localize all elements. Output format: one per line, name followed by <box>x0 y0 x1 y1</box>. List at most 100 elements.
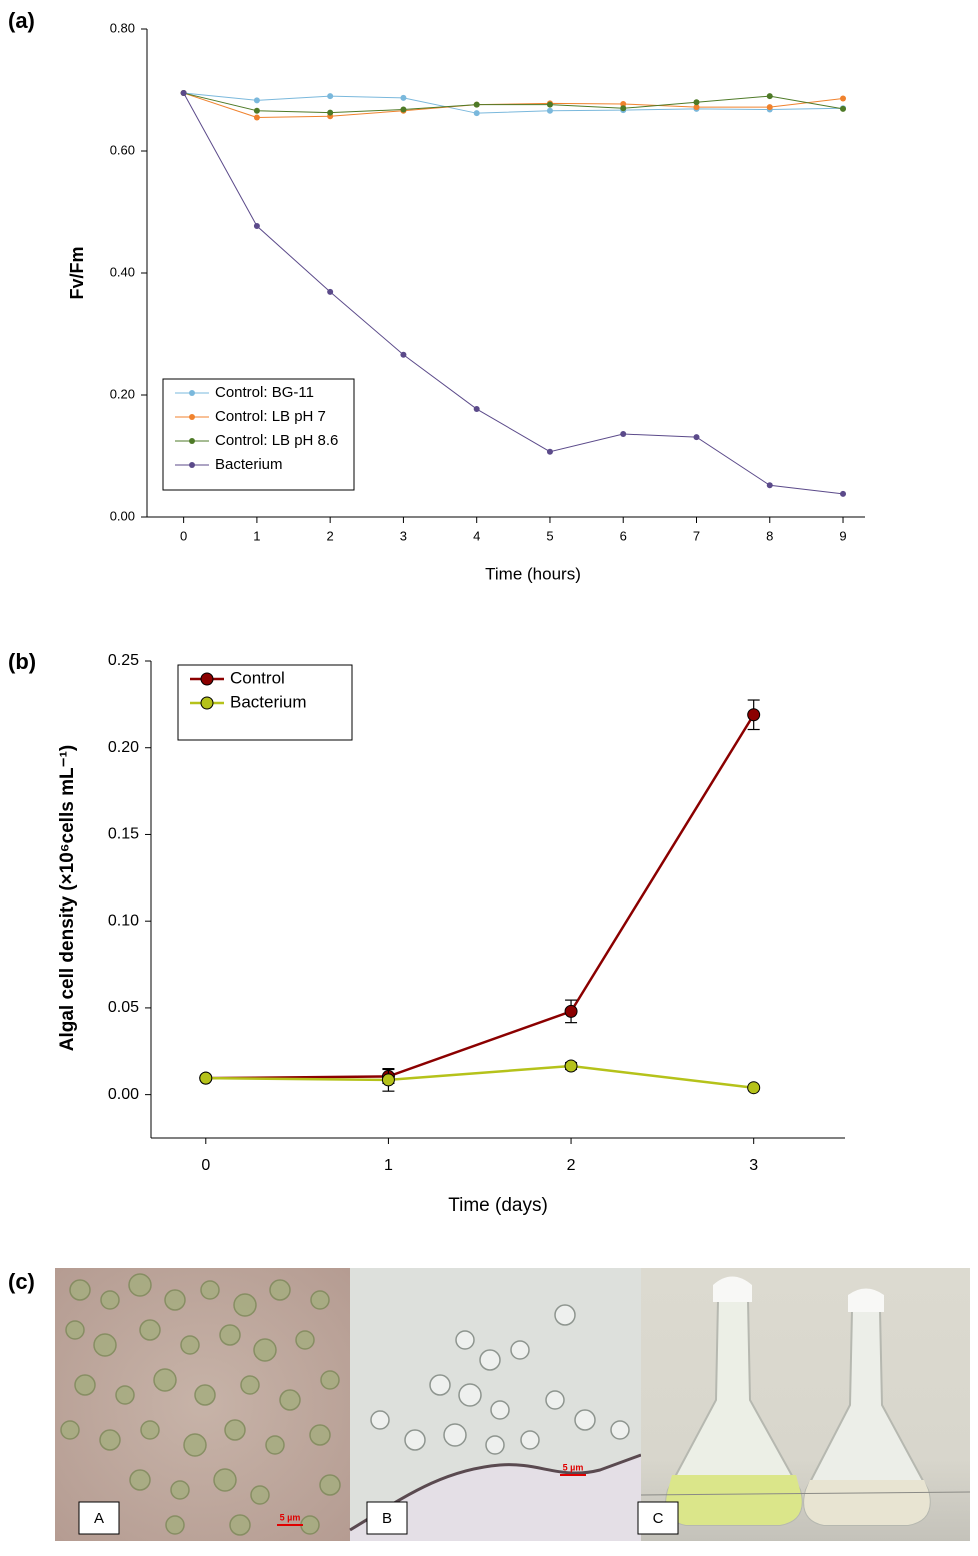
point <box>840 95 847 102</box>
point <box>766 104 773 111</box>
legend-label: Control: LB pH 8.6 <box>215 432 338 449</box>
series-line <box>183 92 844 114</box>
bench-edge <box>640 1491 971 1496</box>
point <box>620 431 627 438</box>
y-tick-label: 0.40 <box>110 264 135 279</box>
point <box>180 90 187 97</box>
x-tick-label: 5 <box>546 528 553 543</box>
cap-2 <box>848 1288 884 1312</box>
point <box>327 288 334 295</box>
y-tick-label: 0.10 <box>108 912 139 929</box>
cap-1 <box>713 1276 752 1302</box>
legend-label: Control: BG-11 <box>215 384 314 401</box>
y-tick-label: 0.20 <box>108 739 139 756</box>
point <box>747 708 761 722</box>
point <box>473 110 480 117</box>
legend-marker <box>189 438 195 444</box>
x-tick-label: 1 <box>384 1157 393 1174</box>
legend-label: Control <box>230 668 285 687</box>
label-box-a <box>78 1501 120 1535</box>
series-line <box>183 92 844 114</box>
point <box>546 107 553 114</box>
cells-a <box>60 1273 341 1536</box>
y-tick-label: 0.05 <box>108 999 139 1016</box>
culture-2 <box>804 1480 930 1525</box>
x-tick-label: 0 <box>180 528 187 543</box>
series-line <box>183 92 844 495</box>
point <box>620 101 627 108</box>
point <box>327 93 334 100</box>
culture-1 <box>666 1475 802 1525</box>
label-box-b <box>366 1501 408 1535</box>
point <box>546 448 553 455</box>
image-label: C <box>653 1510 664 1527</box>
point <box>253 114 260 121</box>
y-tick-label: 0.15 <box>108 826 139 843</box>
legend-label: Bacterium <box>230 692 307 711</box>
image-label: A <box>94 1510 104 1527</box>
series-line <box>205 1064 754 1089</box>
x-tick-label: 6 <box>620 528 627 543</box>
x-tick-label: 0 <box>201 1157 210 1174</box>
legend-marker <box>200 696 214 710</box>
point <box>766 93 773 100</box>
point <box>840 105 847 112</box>
x-axis-title: Time (hours) <box>485 564 581 583</box>
point <box>400 351 407 358</box>
x-tick-label: 8 <box>766 528 773 543</box>
series-line <box>183 92 844 118</box>
legend-marker <box>189 414 195 420</box>
panel-label: (b) <box>8 649 36 674</box>
cells-b <box>370 1304 630 1455</box>
y-tick-label: 0.25 <box>108 652 139 669</box>
panel-label: (c) <box>8 1269 35 1294</box>
legend-label: Control: LB pH 7 <box>215 408 326 425</box>
photo-panel: 5 µm 5 µm A B C (c) <box>8 1268 971 1541</box>
legend-label: Bacterium <box>215 456 283 473</box>
point <box>473 101 480 108</box>
point <box>327 109 334 116</box>
point <box>546 101 553 108</box>
point <box>253 107 260 114</box>
label-box-c <box>637 1501 679 1535</box>
image-label: B <box>382 1510 392 1527</box>
point <box>693 99 700 106</box>
legend-marker <box>189 390 195 396</box>
point <box>400 94 407 101</box>
y-tick-label: 0.00 <box>110 508 135 523</box>
y-axis-title: Algal cell density (×10⁶cells mL⁻¹) <box>57 745 78 1052</box>
x-tick-label: 1 <box>253 528 260 543</box>
x-tick-label: 9 <box>839 528 846 543</box>
point <box>564 1059 578 1073</box>
point <box>253 223 260 230</box>
x-tick-label: 3 <box>749 1157 758 1174</box>
edge-b <box>350 1455 641 1541</box>
point <box>381 1073 395 1087</box>
y-tick-label: 0.60 <box>110 142 135 157</box>
point <box>199 1071 213 1085</box>
point <box>564 1004 578 1018</box>
x-tick-label: 7 <box>693 528 700 543</box>
y-axis-title: Fv/Fm <box>67 246 87 299</box>
point <box>400 106 407 113</box>
scale-label-a: 5 µm <box>280 1512 301 1522</box>
point <box>747 1081 761 1095</box>
x-tick-label: 2 <box>327 528 334 543</box>
y-tick-label: 0.80 <box>110 20 135 35</box>
point <box>620 105 627 112</box>
legend-marker <box>200 672 214 686</box>
legend-marker <box>189 462 195 468</box>
y-tick-label: 0.20 <box>110 386 135 401</box>
point <box>766 482 773 489</box>
scale-label-b: 5 µm <box>563 1462 584 1472</box>
x-tick-label: 4 <box>473 528 480 543</box>
point <box>473 406 480 413</box>
x-tick-label: 3 <box>400 528 407 543</box>
series-line <box>205 714 755 1080</box>
y-tick-label: 0.00 <box>108 1086 139 1103</box>
point <box>693 434 700 441</box>
point <box>840 490 847 497</box>
x-axis-title: Time (days) <box>448 1195 548 1216</box>
